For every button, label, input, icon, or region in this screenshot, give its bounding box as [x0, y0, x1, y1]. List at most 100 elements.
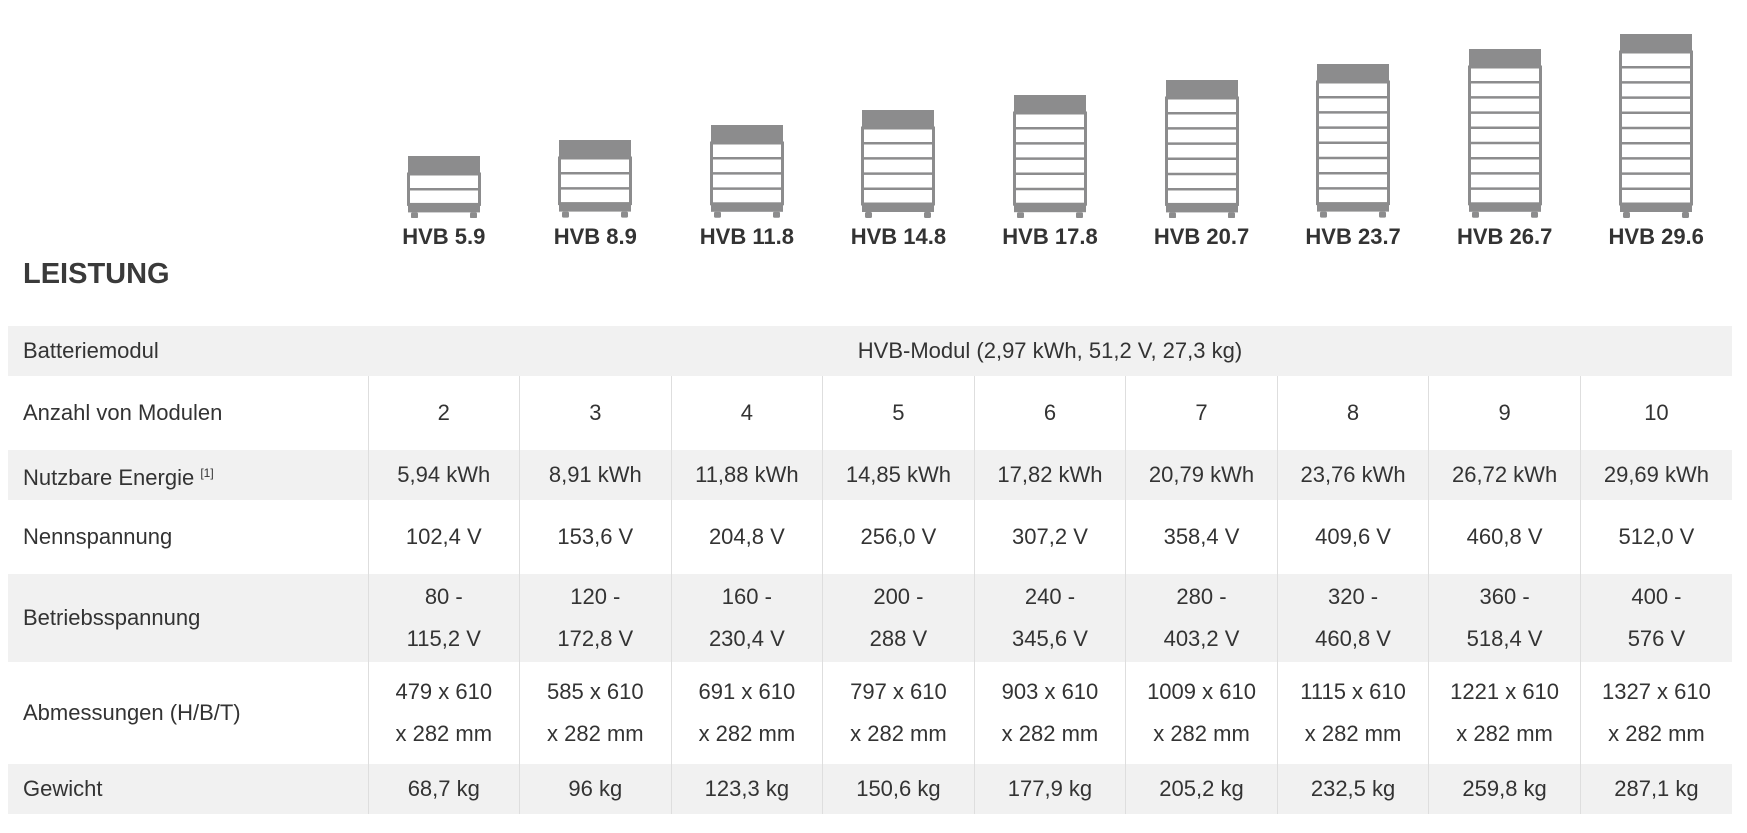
row-battery-module: Batteriemodul HVB-Modul (2,97 kWh, 51,2 …	[8, 326, 1732, 376]
operating-voltage-cell-line: 230,4 V	[708, 626, 785, 651]
nominal-voltage-cell: 409,6 V	[1276, 500, 1429, 574]
dimensions-cell-line: 797 x 610	[850, 679, 947, 704]
spec-table: Batteriemodul HVB-Modul (2,97 kWh, 51,2 …	[8, 326, 1732, 814]
dimensions-cell: 903 x 610 x 282 mm	[973, 662, 1126, 764]
usable-energy-cell: 20,79 kWh	[1125, 450, 1278, 500]
footnote-marker: [1]	[200, 465, 214, 480]
weight-cell: 205,2 kg	[1125, 764, 1278, 814]
nominal-voltage-cell: 358,4 V	[1125, 500, 1278, 574]
row-usable-energy: Nutzbare Energie [1] 5,94 kWh 8,91 kWh 11,…	[8, 450, 1732, 500]
weight-cell: 150,6 kg	[822, 764, 975, 814]
model-label: HVB 11.8	[699, 224, 794, 249]
battery-tower-illustrations: HVB 5.9 HVB 8.9 HVB 11.8 HVB 14.8 HVB 17.8 HV…	[0, 0, 1747, 250]
dimensions-cell: 691 x 610 x 282 mm	[670, 662, 823, 764]
module-count-cell: 10	[1579, 376, 1732, 450]
battery-tower-icon	[1316, 64, 1391, 218]
dimensions-cell-line: 903 x 610	[1001, 679, 1099, 704]
row-weight: Gewicht 68,7 kg 96 kg 123,3 kg 150,6 kg 177,…	[8, 764, 1732, 814]
operating-voltage-cell: 160 - 230,4 V	[670, 574, 823, 662]
dimensions-cell-line: x 282 mm	[1304, 721, 1402, 746]
operating-voltage-cell-line: 115,2 V	[406, 626, 481, 651]
weight-cell: 177,9 kg	[973, 764, 1126, 814]
battery-tower-icon	[558, 140, 633, 218]
module-count-cell: 8	[1276, 376, 1429, 450]
row-dimensions: Abmessungen (H/B/T) 479 x 610 x 282 mm 585…	[8, 662, 1732, 764]
operating-voltage-cell: 360 - 518,4 V	[1428, 574, 1581, 662]
operating-voltage-cell: 80 - 115,2 V	[367, 574, 520, 662]
dimensions-cell-line: 585 x 610	[547, 679, 644, 704]
operating-voltage-cell: 400 - 576 V	[1579, 574, 1732, 662]
operating-voltage-cell-line: 80 -	[424, 584, 463, 609]
nominal-voltage-cell: 256,0 V	[822, 500, 975, 574]
operating-voltage-cell-line: 200 -	[873, 584, 924, 609]
battery-tower-icon	[1467, 49, 1542, 218]
weight-cell: 287,1 kg	[1579, 764, 1732, 814]
usable-energy-cell: 26,72 kWh	[1428, 450, 1581, 500]
usable-energy-cell: 5,94 kWh	[367, 450, 520, 500]
operating-voltage-cell-line: 172,8 V	[557, 626, 634, 651]
battery-tower-icon	[1164, 79, 1239, 218]
operating-voltage-cell-line: 460,8 V	[1315, 626, 1391, 651]
row-label: Betriebsspannung	[8, 574, 368, 662]
model-label: HVB 29.6	[1608, 224, 1704, 249]
nominal-voltage-cell: 153,6 V	[519, 500, 672, 574]
nominal-voltage-cell: 204,8 V	[670, 500, 823, 574]
dimensions-cell-line: x 282 mm	[1608, 721, 1705, 746]
nominal-voltage-cell: 460,8 V	[1428, 500, 1581, 574]
dimensions-cell-line: 1115 x 610	[1300, 679, 1406, 704]
model-label: HVB 14.8	[850, 224, 947, 249]
usable-energy-cell: 8,91 kWh	[519, 450, 672, 500]
weight-cell: 68,7 kg	[367, 764, 520, 814]
module-count-cell: 6	[973, 376, 1126, 450]
model-label: HVB 5.9	[402, 224, 486, 249]
dimensions-cell: 1221 x 610 x 282 mm	[1428, 662, 1581, 764]
dimensions-cell: 479 x 610 x 282 mm	[367, 662, 520, 764]
nominal-voltage-cell: 512,0 V	[1579, 500, 1732, 574]
dimensions-cell-line: x 282 mm	[395, 721, 493, 746]
module-count-cell: 5	[822, 376, 975, 450]
dimensions-cell-line: 1009 x 610	[1147, 679, 1256, 704]
model-label: HVB 20.7	[1153, 224, 1250, 249]
operating-voltage-cell-line: 345,6 V	[1012, 626, 1088, 651]
operating-voltage-cell-line: 403,2 V	[1163, 626, 1240, 651]
usable-energy-cell: 11,88 kWh	[670, 450, 823, 500]
operating-voltage-cell: 320 - 460,8 V	[1276, 574, 1429, 662]
weight-cell: 96 kg	[519, 764, 672, 814]
operating-voltage-cell-line: 400 -	[1631, 584, 1682, 609]
row-operating-voltage: Betriebsspannung 80 - 115,2 V 120 - 172,8 V…	[8, 574, 1732, 662]
dimensions-cell: 585 x 610 x 282 mm	[519, 662, 672, 764]
dimensions-cell-line: x 282 mm	[1001, 721, 1099, 746]
battery-tower-icon	[1013, 94, 1087, 218]
module-count-cell: 4	[670, 376, 823, 450]
row-label: Nutzbare Energie [1]	[8, 450, 368, 500]
module-count-cell: 2	[367, 376, 520, 450]
weight-cell: 123,3 kg	[670, 764, 823, 814]
dimensions-cell: 1009 x 610 x 282 mm	[1125, 662, 1278, 764]
model-label: HVB 8.9	[553, 224, 637, 249]
usable-energy-cell: 17,82 kWh	[973, 450, 1126, 500]
usable-energy-cell: 23,76 kWh	[1276, 450, 1429, 500]
row-nominal-voltage: Nennspannung 102,4 V 153,6 V 204,8 V 256,0 …	[8, 500, 1732, 574]
dimensions-cell: 1327 x 610 x 282 mm	[1579, 662, 1732, 764]
dimensions-cell: 1115 x 610 x 282 mm	[1276, 662, 1429, 764]
operating-voltage-cell-line: 518,4 V	[1466, 626, 1543, 651]
usable-energy-label: Nutzbare Energie	[23, 464, 195, 490]
operating-voltage-cell-line: 280 -	[1176, 584, 1227, 609]
weight-cell: 232,5 kg	[1276, 764, 1429, 814]
module-count-cell: 7	[1125, 376, 1278, 450]
row-label: Anzahl von Modulen	[23, 400, 223, 425]
dimensions-cell-line: 691 x 610	[698, 679, 796, 704]
dimensions-cell-line: 479 x 610	[395, 679, 493, 704]
dimensions-cell-line: x 282 mm	[1456, 721, 1553, 746]
model-label: HVB 26.7	[1456, 224, 1553, 249]
operating-voltage-cell-line: 576 V	[1627, 626, 1686, 651]
dimensions-cell-line: 1221 x 610	[1450, 679, 1560, 704]
battery-tower-icon	[406, 155, 481, 218]
operating-voltage-cell-line: 240 -	[1024, 584, 1076, 609]
row-label: Abmessungen (H/B/T)	[23, 700, 241, 725]
operating-voltage-cell-line: 360 -	[1479, 584, 1530, 609]
usable-energy-cell: 29,69 kWh	[1579, 450, 1732, 500]
battery-tower-icon	[861, 110, 936, 218]
row-label: Batteriemodul	[8, 326, 368, 376]
operating-voltage-cell: 280 - 403,2 V	[1125, 574, 1278, 662]
